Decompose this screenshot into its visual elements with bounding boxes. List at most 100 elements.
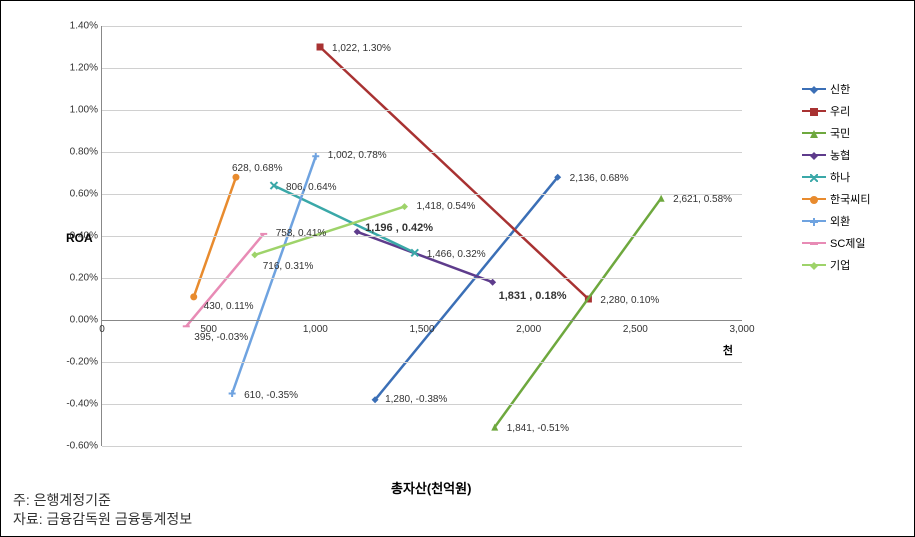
- legend-marker-icon: [810, 85, 818, 93]
- data-label: 2,280, 0.10%: [600, 295, 659, 306]
- gridline-h: [102, 26, 742, 27]
- footnotes: 주: 은행계정기준 자료: 금융감독원 금융통계정보: [13, 491, 192, 530]
- y-tick: 1.00%: [54, 105, 98, 116]
- legend-line-icon: [802, 176, 826, 178]
- gridline-h: [102, 68, 742, 69]
- series-marker: [232, 174, 239, 181]
- series-marker: [658, 195, 665, 202]
- y-tick: 0.20%: [54, 273, 98, 284]
- legend-item: 외환: [802, 213, 902, 229]
- legend-line-icon: [802, 220, 826, 222]
- legend-item: 우리: [802, 103, 902, 119]
- series-line: [320, 47, 588, 299]
- plot-area: -0.60%-0.40%-0.20%0.00%0.20%0.40%0.60%0.…: [101, 26, 741, 446]
- gridline-h: [102, 278, 742, 279]
- legend-line-icon: [802, 110, 826, 112]
- data-label: 1,022, 1.30%: [332, 43, 391, 54]
- legend-item: SC제일: [802, 235, 902, 251]
- y-tick: 0.60%: [54, 189, 98, 200]
- series-line: [495, 198, 661, 427]
- legend-marker-icon: [810, 129, 818, 137]
- data-label: 758, 0.41%: [276, 228, 327, 239]
- data-label: 1,196 , 0.42%: [365, 222, 433, 234]
- series-marker: [312, 153, 319, 160]
- data-label: 806, 0.64%: [286, 182, 337, 193]
- series-marker: [190, 293, 197, 300]
- x-tick: 1,000: [303, 324, 328, 335]
- gridline-h: [102, 110, 742, 111]
- legend-line-icon: [802, 242, 826, 244]
- series-line: [186, 234, 263, 326]
- series-marker: [317, 44, 324, 51]
- data-label: 2,621, 0.58%: [673, 194, 732, 205]
- series-marker: [489, 279, 496, 286]
- legend-line-icon: [802, 264, 826, 266]
- data-label: 430, 0.11%: [204, 301, 254, 312]
- x-axis-label: 총자산(천억원): [391, 478, 471, 497]
- legend-marker-icon: [810, 151, 818, 159]
- legend-label: 신한: [830, 81, 850, 97]
- legend-item: 국민: [802, 125, 902, 141]
- legend-label: 외환: [830, 213, 850, 229]
- legend-item: 기업: [802, 257, 902, 273]
- legend-line-icon: [802, 132, 826, 134]
- x-tick: 2,500: [623, 324, 648, 335]
- x-tick: 0: [99, 324, 105, 335]
- series-marker: [251, 251, 258, 258]
- data-label: 1,418, 0.54%: [417, 201, 476, 212]
- legend-label: 한국씨티: [830, 191, 870, 207]
- legend-item: 한국씨티: [802, 191, 902, 207]
- footnote-2: 자료: 금융감독원 금융통계정보: [13, 510, 192, 530]
- legend-marker-icon: [810, 107, 818, 115]
- y-tick: 0.00%: [54, 315, 98, 326]
- data-label: 628, 0.68%: [232, 163, 283, 174]
- legend-label: 하나: [830, 169, 850, 185]
- gridline-h: [102, 236, 742, 237]
- y-tick: -0.20%: [54, 357, 98, 368]
- legend-marker-icon: [810, 217, 818, 225]
- legend-line-icon: [802, 88, 826, 90]
- chart-area: ROA -0.60%-0.40%-0.20%0.00%0.20%0.40%0.6…: [61, 16, 781, 476]
- legend-line-icon: [802, 198, 826, 200]
- y-tick: 0.80%: [54, 147, 98, 158]
- gridline-h: [102, 194, 742, 195]
- data-label: 2,136, 0.68%: [570, 173, 629, 184]
- y-tick: 1.40%: [54, 21, 98, 32]
- gridline-h: [102, 362, 742, 363]
- series-marker: [260, 233, 267, 235]
- y-tick: 0.40%: [54, 231, 98, 242]
- legend-marker-icon: [810, 195, 818, 203]
- data-label: 1,280, -0.38%: [385, 394, 447, 405]
- series-marker: [229, 390, 236, 397]
- data-label: 610, -0.35%: [244, 390, 298, 401]
- legend-item: 하나: [802, 169, 902, 185]
- data-label: 1,466, 0.32%: [427, 249, 486, 260]
- y-tick: 1.20%: [54, 63, 98, 74]
- x-tick: 2,000: [516, 324, 541, 335]
- data-label: 716, 0.31%: [263, 261, 314, 272]
- legend-label: 기업: [830, 257, 850, 273]
- legend-label: 국민: [830, 125, 850, 141]
- legend-marker-icon: [810, 173, 818, 181]
- series-marker: [401, 203, 408, 210]
- x-tick: 3,000: [729, 324, 754, 335]
- legend-item: 신한: [802, 81, 902, 97]
- gridline-h: [102, 152, 742, 153]
- legend: 신한우리국민농협하나한국씨티외환 SC제일기업: [802, 81, 902, 279]
- legend-marker-icon: [810, 261, 818, 269]
- data-label: 1,831 , 0.18%: [499, 290, 567, 302]
- y-tick: -0.60%: [54, 441, 98, 452]
- gridline-h: [102, 320, 742, 321]
- data-label: 395, -0.03%: [194, 332, 248, 343]
- legend-label: SC제일: [830, 235, 866, 251]
- x-unit-label: 천: [723, 342, 733, 358]
- data-label: 1,002, 0.78%: [328, 150, 387, 161]
- series-marker: [354, 228, 361, 235]
- legend-marker-icon: [810, 239, 818, 247]
- footnote-1: 주: 은행계정기준: [13, 491, 192, 511]
- legend-item: 농협: [802, 147, 902, 163]
- y-tick: -0.40%: [54, 399, 98, 410]
- legend-line-icon: [802, 154, 826, 156]
- series-marker: [183, 325, 190, 327]
- legend-label: 우리: [830, 103, 850, 119]
